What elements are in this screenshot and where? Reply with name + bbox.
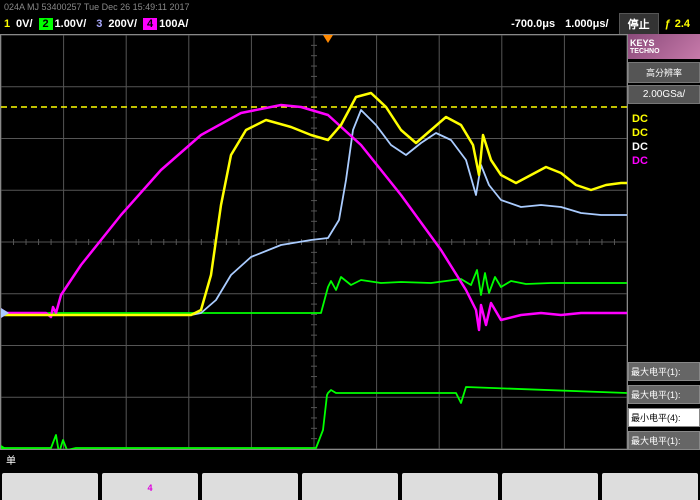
- run-status[interactable]: 停止: [619, 13, 659, 35]
- channel-block[interactable]: 10V/: [0, 18, 33, 30]
- channel-scale: 0V/: [16, 18, 33, 30]
- timebase-scale: 1.000μs/: [565, 18, 608, 30]
- softkey[interactable]: [302, 473, 398, 500]
- coupling-item[interactable]: DC: [628, 126, 700, 140]
- bottom-status: 单: [0, 450, 700, 469]
- coupling-list: DCDCDCDC: [628, 112, 700, 168]
- channel-scale: 100A/: [159, 18, 188, 30]
- bottom-bar: 单 4: [0, 450, 700, 500]
- channel-block[interactable]: 3200V/: [92, 18, 137, 30]
- softkey[interactable]: 4: [102, 473, 198, 500]
- measurement-item[interactable]: 最小电平(4):: [628, 408, 700, 427]
- acq-rate: 2.00GSa/: [628, 85, 700, 104]
- brand-logo: KEYS TECHNO: [628, 34, 700, 60]
- channel-scale: 200V/: [108, 18, 137, 30]
- acq-mode[interactable]: 高分辨率: [628, 62, 700, 83]
- measurement-item[interactable]: 最大电平(1):: [628, 385, 700, 404]
- channel-number: 1: [0, 18, 14, 30]
- measurement-item[interactable]: 最大电平(1):: [628, 431, 700, 450]
- measurement-list: 最大电平(1): 最大电平(1): 最小电平(4): 最大电平(1):: [628, 358, 700, 450]
- softkey[interactable]: [502, 473, 598, 500]
- softkey-row: 4: [0, 473, 700, 500]
- coupling-item[interactable]: DC: [628, 140, 700, 154]
- title-bar: 024A MJ 53400257 Tue Dec 26 15:49:11 201…: [0, 0, 700, 14]
- coupling-item[interactable]: DC: [628, 154, 700, 168]
- logo-line2: TECHNO: [630, 48, 698, 55]
- channel-block[interactable]: 4100A/: [143, 18, 188, 30]
- waveform-display[interactable]: [0, 34, 628, 450]
- waveform-svg: [1, 35, 627, 449]
- softkey[interactable]: [2, 473, 98, 500]
- coupling-item[interactable]: DC: [628, 112, 700, 126]
- channel-block[interactable]: 21.00V/: [39, 18, 87, 30]
- timebase-delay: -700.0μs: [511, 18, 555, 30]
- top-bar: 10V/21.00V/3200V/4100A/ -700.0μs 1.000μs…: [0, 14, 700, 34]
- logo-line1: KEYS: [630, 38, 698, 48]
- channel-number: 4: [143, 18, 157, 30]
- softkey[interactable]: [602, 473, 698, 500]
- trigger-icon: ƒ: [665, 18, 671, 30]
- channel-number: 2: [39, 18, 53, 30]
- softkey[interactable]: [202, 473, 298, 500]
- channel-number: 3: [92, 18, 106, 30]
- oscilloscope-screen: 024A MJ 53400257 Tue Dec 26 15:49:11 201…: [0, 0, 700, 500]
- channel-scale: 1.00V/: [55, 18, 87, 30]
- trigger-value: 2.4: [675, 18, 690, 30]
- measurement-item[interactable]: 最大电平(1):: [628, 362, 700, 381]
- softkey[interactable]: [402, 473, 498, 500]
- sidebar: KEYS TECHNO 高分辨率 2.00GSa/ DCDCDCDC 最大电平(…: [628, 34, 700, 450]
